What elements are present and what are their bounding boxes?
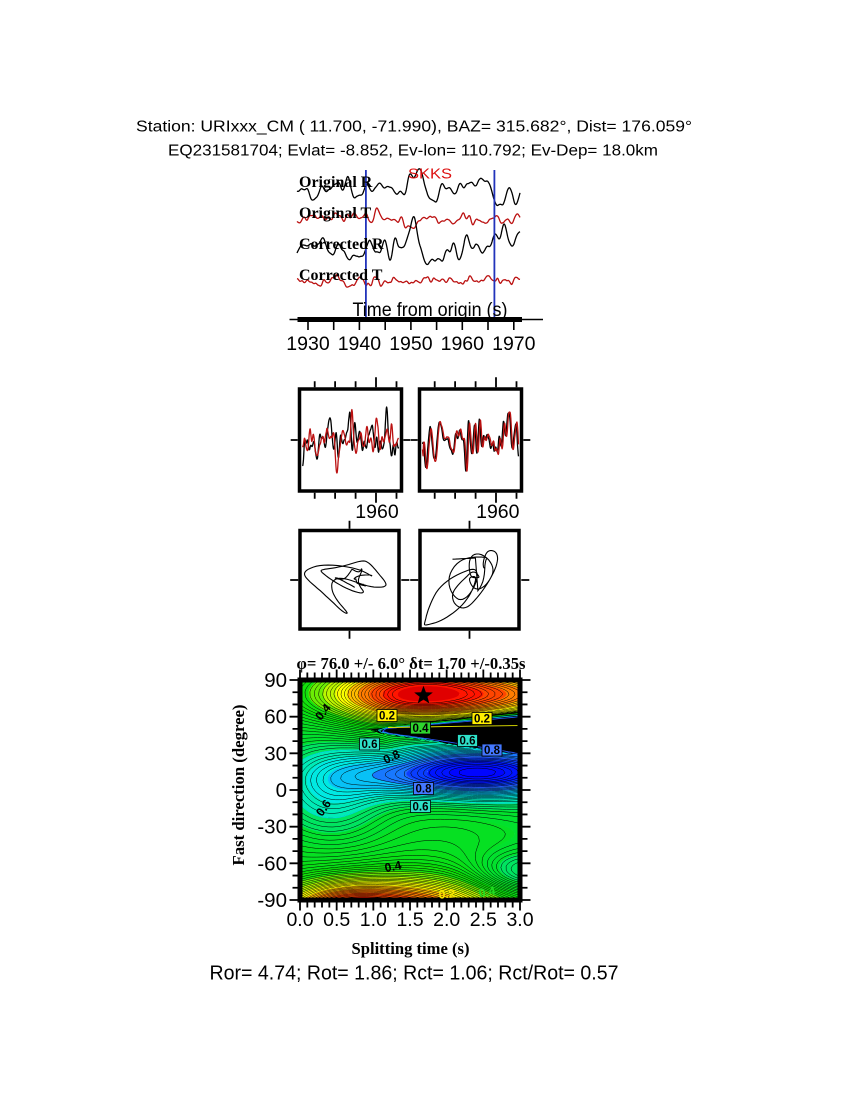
- svg-text:φ= 76.0 +/- 6.0° δt= 1.70 +/-0: φ= 76.0 +/- 6.0° δt= 1.70 +/-0.35s: [297, 654, 527, 673]
- svg-text:1960: 1960: [441, 333, 485, 355]
- svg-text:2.5: 2.5: [470, 909, 497, 931]
- svg-text:2.0: 2.0: [433, 909, 460, 931]
- svg-text:60: 60: [264, 706, 287, 729]
- svg-text:1970: 1970: [492, 333, 536, 355]
- svg-text:0.6: 0.6: [413, 802, 429, 814]
- svg-text:0.8: 0.8: [416, 784, 433, 796]
- svg-text:0.6: 0.6: [362, 739, 378, 751]
- svg-text:EQ231581704; Evlat= -8.852, E: EQ231581704; Evlat= -8.852, Ev-lon= 110.…: [168, 143, 658, 160]
- svg-text:-90: -90: [257, 889, 287, 912]
- svg-text:Ror= 4.74; Rot= 1.86; Rct= 1.0: Ror= 4.74; Rot= 1.86; Rct= 1.06; Rct/Rot…: [210, 963, 619, 985]
- svg-text:Original R: Original R: [299, 174, 373, 191]
- svg-text:-30: -30: [257, 816, 287, 839]
- svg-text:90: 90: [264, 669, 287, 692]
- svg-text:Corrected R: Corrected R: [299, 236, 384, 253]
- svg-text:0: 0: [276, 779, 287, 802]
- svg-text:1950: 1950: [389, 333, 433, 355]
- svg-text:Time from origin (s): Time from origin (s): [353, 299, 508, 321]
- svg-text:0.2: 0.2: [438, 886, 456, 901]
- svg-text:0.8: 0.8: [381, 747, 402, 767]
- svg-text:0.2: 0.2: [379, 711, 395, 723]
- svg-text:3.0: 3.0: [506, 909, 533, 931]
- svg-text:0.4: 0.4: [478, 884, 497, 901]
- svg-text:0.0: 0.0: [286, 909, 313, 931]
- svg-text:1930: 1930: [286, 333, 330, 355]
- svg-text:1940: 1940: [338, 333, 382, 355]
- svg-text:Corrected T: Corrected T: [299, 267, 383, 284]
- svg-text:1.0: 1.0: [360, 909, 387, 931]
- svg-text:1960: 1960: [476, 501, 520, 523]
- svg-text:0.2: 0.2: [474, 714, 490, 726]
- svg-text:30: 30: [264, 742, 287, 765]
- svg-text:1.5: 1.5: [396, 909, 423, 931]
- svg-text:Fast direction (degree): Fast direction (degree): [229, 705, 248, 866]
- svg-text:0.8: 0.8: [484, 745, 501, 757]
- svg-text:-60: -60: [257, 852, 287, 875]
- svg-text:0.5: 0.5: [323, 909, 350, 931]
- svg-text:1960: 1960: [355, 501, 399, 523]
- svg-text:Station: URIxxx_CM ( 11.700,: Station: URIxxx_CM ( 11.700, -71.990), B…: [136, 119, 692, 136]
- svg-text:Original T: Original T: [299, 205, 371, 222]
- svg-text:SKKS: SKKS: [408, 166, 452, 183]
- svg-text:0.4: 0.4: [383, 858, 403, 875]
- svg-text:0.4: 0.4: [413, 723, 430, 735]
- svg-text:0.6: 0.6: [460, 736, 476, 748]
- svg-text:Splitting time (s): Splitting time (s): [352, 939, 470, 958]
